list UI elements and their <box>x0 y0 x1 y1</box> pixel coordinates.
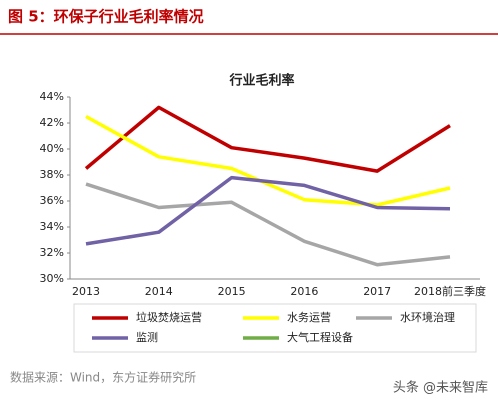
x-tick-label: 2017 <box>363 285 391 298</box>
y-tick-label: 40% <box>40 142 64 155</box>
x-tick-label: 2016 <box>290 285 318 298</box>
watermark: 头条 @未来智库 <box>393 380 488 396</box>
chart-title: 行业毛利率 <box>228 73 294 89</box>
y-tick-label: 36% <box>40 194 64 207</box>
series-line <box>84 105 451 173</box>
series-line <box>85 175 451 246</box>
x-tick-label: 2015 <box>218 285 246 298</box>
x-tick-label: 2013 <box>72 285 100 298</box>
legend-label: 垃圾焚烧运营 <box>136 310 202 324</box>
y-tick-label: 44% <box>40 90 64 103</box>
figure-title: 图 5：环保子行业毛利率情况 <box>8 8 204 26</box>
x-tick-label: 2014 <box>145 285 173 298</box>
x-tick-label: 2018前三季度 <box>414 284 486 298</box>
legend-box <box>73 303 477 353</box>
source: 数据来源：Wind，东方证券研究所 <box>10 370 196 385</box>
y-tick-label: 34% <box>40 220 64 233</box>
legend-label: 水务运营 <box>287 310 331 324</box>
y-tick-label: 30% <box>40 272 64 285</box>
legend-label: 大气工程设备 <box>287 330 353 344</box>
legend-label: 监测 <box>136 331 158 344</box>
legend-label: 水环境治理 <box>400 310 455 324</box>
series-line <box>85 114 451 207</box>
y-tick-label: 42% <box>40 116 64 129</box>
series-line <box>85 182 451 267</box>
y-tick-label: 32% <box>40 246 64 259</box>
y-tick-label: 38% <box>40 168 64 181</box>
